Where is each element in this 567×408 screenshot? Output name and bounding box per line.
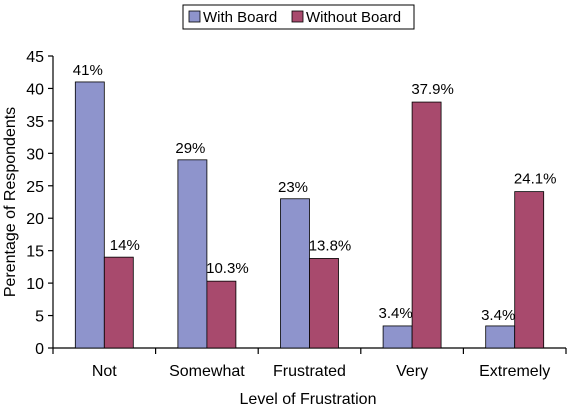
data-label: 13.8% (309, 237, 352, 254)
y-tick-label: 35 (26, 114, 44, 131)
y-tick-label: 25 (26, 179, 44, 196)
y-axis-title: Perentage of Respondents (2, 107, 19, 297)
y-tick-label: 30 (26, 146, 44, 163)
data-label: 3.4% (481, 307, 515, 324)
data-label: 29% (175, 140, 205, 157)
x-category-label: Frustrated (273, 363, 346, 380)
bar-with-board (74, 81, 105, 349)
legend-swatch-with-board (188, 10, 201, 23)
legend-swatch-without-board (291, 10, 304, 23)
bar-without-board (206, 280, 237, 349)
y-tick-label: 5 (35, 309, 44, 326)
y-tick-label: 15 (26, 244, 44, 261)
y-tick-label: 10 (26, 276, 44, 293)
y-tick-label: 20 (26, 211, 44, 228)
bar-without-board (514, 191, 545, 349)
legend: With Board Without Board (182, 4, 415, 30)
bar-without-board (309, 258, 339, 349)
x-category-label: Very (396, 363, 428, 380)
data-label: 24.1% (514, 171, 557, 188)
bar-with-board (280, 198, 310, 349)
bar-with-board (485, 325, 516, 349)
data-label: 3.4% (378, 305, 412, 322)
y-tick-label: 45 (26, 49, 44, 66)
data-label: 41% (73, 62, 103, 79)
data-label: 37.9% (411, 81, 454, 98)
legend-label-without-board: Without Board (306, 9, 401, 26)
data-label: 23% (278, 179, 308, 196)
data-label: 10.3% (206, 260, 249, 277)
legend-label-with-board: With Board (203, 9, 277, 26)
x-category-label: Extremely (479, 363, 550, 380)
y-tick-label: 40 (26, 81, 44, 98)
plot-area: 0 5 10 15 20 25 30 35 40 45 41% 14% Not 29% 10.3% Somew… (26, 49, 567, 380)
bar-without-board (411, 101, 442, 349)
bar-with-board (382, 325, 413, 349)
y-tick-label: 0 (35, 341, 44, 358)
data-label: 14% (110, 237, 140, 254)
x-category-label: Not (92, 363, 117, 380)
bar-with-board (177, 159, 208, 349)
bar-without-board (103, 256, 134, 349)
x-axis-title: Level of Frustration (240, 391, 377, 408)
x-category-label: Somewhat (169, 363, 245, 380)
